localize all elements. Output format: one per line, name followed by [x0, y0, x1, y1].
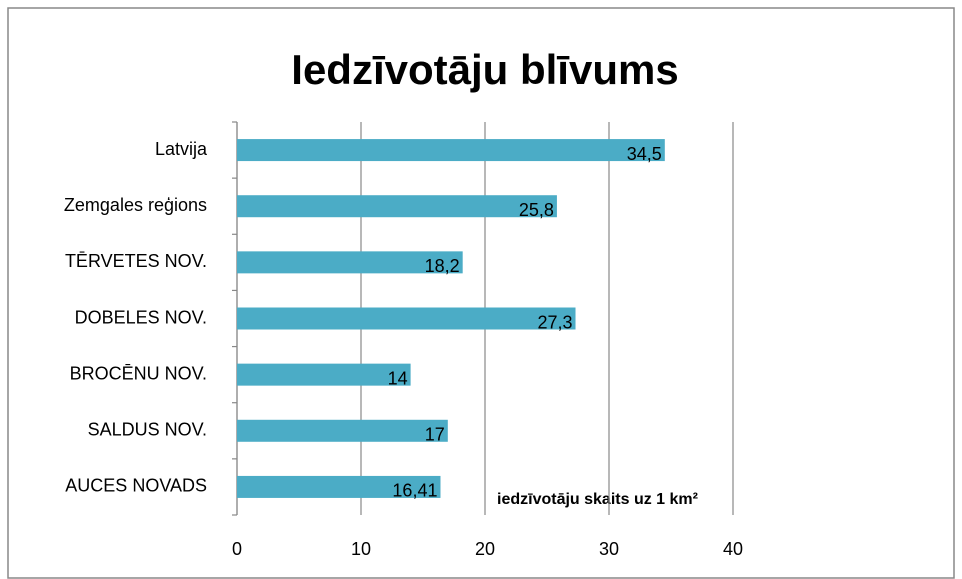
bar: [237, 139, 665, 162]
data-label: 17: [425, 425, 445, 445]
y-tick-label: AUCES NOVADS: [65, 476, 207, 496]
data-label: 14: [388, 368, 408, 388]
x-tick-label: 40: [723, 539, 743, 559]
bar: [237, 195, 557, 218]
y-tick-label: Latvija: [155, 139, 208, 159]
x-tick-label: 30: [599, 539, 619, 559]
chart-border: [7, 7, 955, 579]
x-tick-label: 10: [351, 539, 371, 559]
bar: [237, 307, 576, 330]
bar: [237, 419, 448, 442]
y-tick-label: BROCĒNU NOV.: [70, 363, 207, 383]
x-tick-label: 20: [475, 539, 495, 559]
bar: [237, 251, 463, 274]
data-label: 16,41: [392, 481, 437, 501]
data-label: 34,5: [627, 144, 662, 164]
x-axis-label: iedzīvotāju skaits uz 1 km²: [497, 491, 698, 508]
y-tick-label: SALDUS NOV.: [88, 420, 207, 440]
y-tick-label: DOBELES NOV.: [75, 307, 207, 327]
data-label: 18,2: [425, 256, 460, 276]
y-tick-label: TĒRVETES NOV.: [65, 251, 207, 271]
data-label: 27,3: [537, 312, 572, 332]
data-label: 25,8: [519, 200, 554, 220]
chart-title: Iedzīvotāju blīvums: [291, 46, 678, 93]
bar: [237, 475, 441, 498]
x-tick-label: 0: [232, 539, 242, 559]
bar: [237, 363, 411, 386]
y-tick-label: Zemgales reģions: [64, 195, 207, 215]
